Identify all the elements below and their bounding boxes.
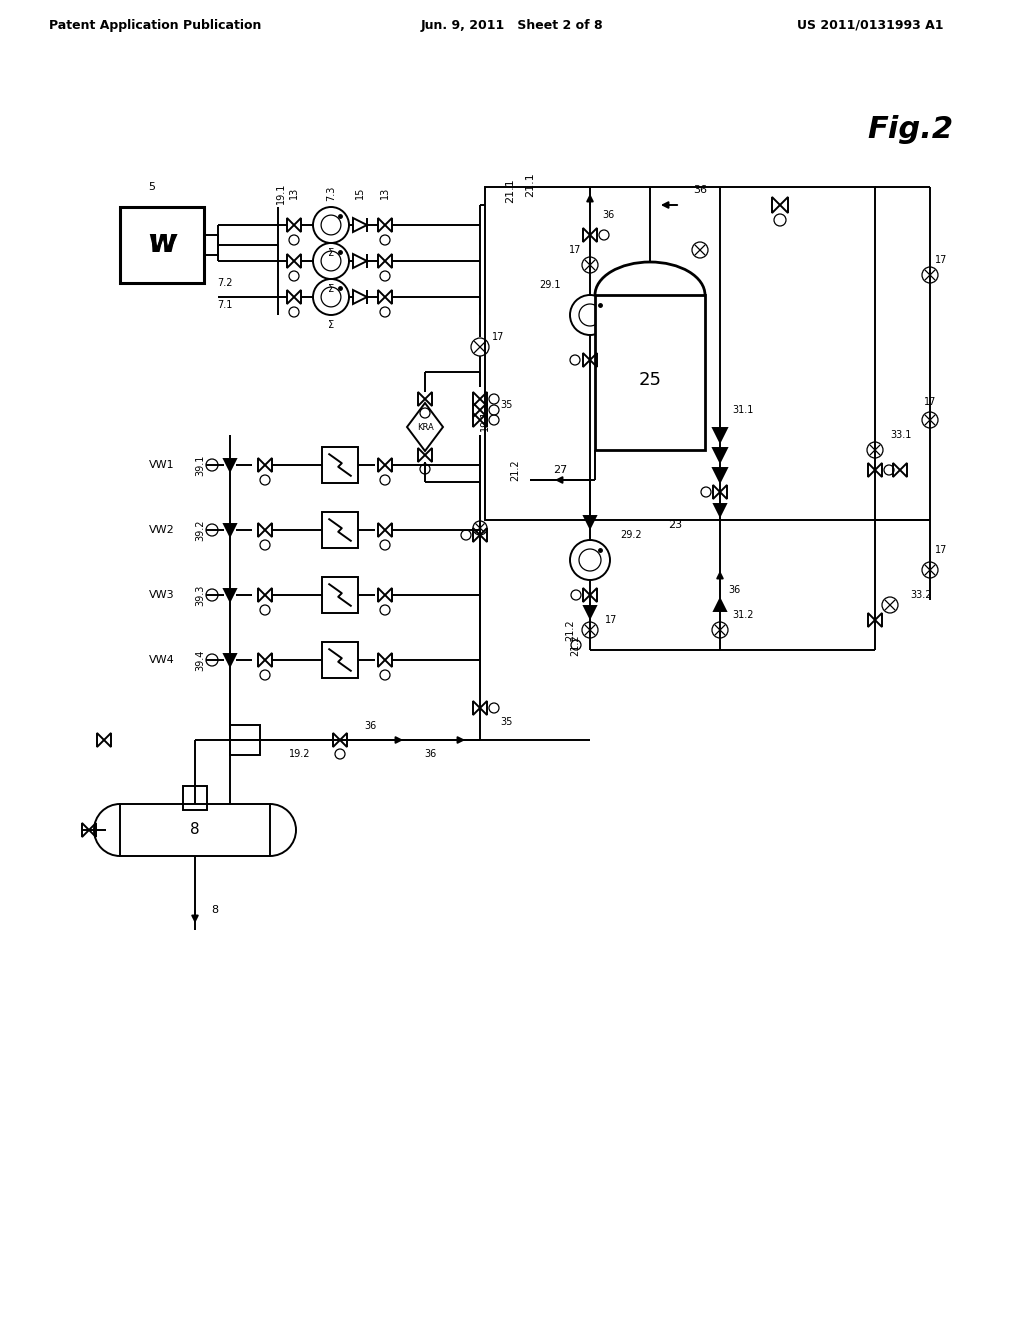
Text: 31.1: 31.1 bbox=[732, 405, 754, 414]
Text: Jun. 9, 2011   Sheet 2 of 8: Jun. 9, 2011 Sheet 2 of 8 bbox=[421, 18, 603, 32]
Text: VW2: VW2 bbox=[150, 525, 175, 535]
Text: 15: 15 bbox=[355, 187, 365, 199]
Text: VW3: VW3 bbox=[150, 590, 175, 601]
Polygon shape bbox=[713, 469, 727, 482]
Text: 21.1: 21.1 bbox=[525, 173, 535, 198]
Text: 33.2: 33.2 bbox=[910, 590, 932, 601]
Polygon shape bbox=[714, 504, 726, 516]
Polygon shape bbox=[224, 524, 236, 536]
Text: Patent Application Publication: Patent Application Publication bbox=[49, 18, 261, 32]
Text: Σ: Σ bbox=[328, 248, 334, 257]
Text: US 2011/0131993 A1: US 2011/0131993 A1 bbox=[797, 18, 943, 32]
Text: 23: 23 bbox=[668, 520, 682, 531]
Text: 13: 13 bbox=[380, 187, 390, 199]
Polygon shape bbox=[713, 428, 727, 442]
Bar bbox=[595, 294, 705, 450]
Polygon shape bbox=[584, 516, 596, 528]
Text: 7.2: 7.2 bbox=[217, 279, 232, 288]
Text: VW4: VW4 bbox=[150, 655, 175, 665]
Bar bbox=[183, 785, 207, 810]
Text: 39.2: 39.2 bbox=[195, 519, 205, 541]
Text: 39.4: 39.4 bbox=[195, 649, 205, 671]
Text: 17: 17 bbox=[935, 255, 947, 265]
Bar bbox=[230, 725, 260, 755]
Bar bbox=[120, 804, 270, 855]
Text: W: W bbox=[148, 234, 176, 257]
Text: Σ: Σ bbox=[328, 284, 334, 294]
Polygon shape bbox=[224, 653, 236, 667]
Polygon shape bbox=[584, 606, 596, 618]
Text: 8: 8 bbox=[190, 822, 200, 837]
Text: 8: 8 bbox=[211, 906, 218, 915]
Text: 19.1: 19.1 bbox=[276, 182, 286, 203]
Text: 36: 36 bbox=[364, 721, 376, 731]
Text: Σ: Σ bbox=[328, 319, 334, 330]
Bar bbox=[322, 447, 358, 483]
Polygon shape bbox=[224, 589, 236, 601]
Text: 29.1: 29.1 bbox=[540, 280, 561, 290]
Text: VW1: VW1 bbox=[150, 459, 175, 470]
Text: 36: 36 bbox=[728, 585, 740, 595]
Polygon shape bbox=[224, 459, 236, 471]
Text: 36: 36 bbox=[424, 748, 436, 759]
Text: Fig.2: Fig.2 bbox=[867, 116, 953, 144]
Text: 13: 13 bbox=[289, 187, 299, 199]
Text: 17: 17 bbox=[568, 246, 582, 255]
Text: 7.1: 7.1 bbox=[217, 300, 232, 310]
Text: 25: 25 bbox=[639, 371, 662, 389]
Text: 17: 17 bbox=[924, 397, 936, 407]
Text: 21.2: 21.2 bbox=[510, 459, 520, 480]
Text: 33.1: 33.1 bbox=[890, 430, 911, 440]
Text: 39.3: 39.3 bbox=[195, 585, 205, 606]
Text: 17: 17 bbox=[935, 545, 947, 554]
Text: 35: 35 bbox=[500, 717, 512, 727]
Text: 19.1: 19.1 bbox=[480, 409, 490, 430]
Text: 36: 36 bbox=[693, 185, 707, 195]
Text: 5: 5 bbox=[148, 182, 156, 191]
Text: 31.2: 31.2 bbox=[732, 610, 754, 620]
Text: 27: 27 bbox=[553, 465, 567, 475]
Text: W: W bbox=[148, 234, 176, 257]
Text: 17: 17 bbox=[605, 615, 617, 624]
Bar bbox=[204, 235, 218, 255]
Text: 17: 17 bbox=[492, 333, 505, 342]
Bar bbox=[322, 577, 358, 612]
Text: 29.2: 29.2 bbox=[620, 531, 642, 540]
Text: 21.2: 21.2 bbox=[565, 619, 575, 640]
Polygon shape bbox=[713, 447, 727, 462]
Text: 39.1: 39.1 bbox=[195, 454, 205, 475]
Bar bbox=[322, 512, 358, 548]
Bar bbox=[322, 642, 358, 678]
Text: 35: 35 bbox=[500, 400, 512, 411]
Text: 7.3: 7.3 bbox=[326, 185, 336, 201]
Text: KRA: KRA bbox=[417, 422, 433, 432]
Text: 21.1: 21.1 bbox=[505, 178, 515, 203]
Bar bbox=[485, 187, 874, 520]
Text: 36: 36 bbox=[602, 210, 614, 220]
Text: 19.2: 19.2 bbox=[289, 748, 310, 759]
Bar bbox=[120, 207, 204, 282]
Polygon shape bbox=[714, 599, 726, 611]
Text: 21.2: 21.2 bbox=[570, 634, 580, 656]
